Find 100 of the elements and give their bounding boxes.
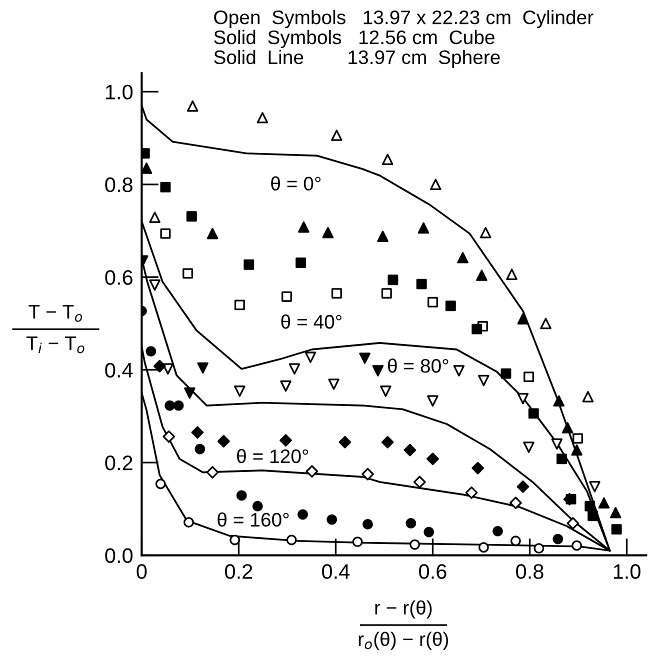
point xyxy=(426,452,439,466)
point xyxy=(457,252,468,264)
point xyxy=(338,436,352,448)
point xyxy=(359,352,370,364)
point xyxy=(472,324,482,334)
point xyxy=(553,395,564,407)
point xyxy=(362,518,373,530)
x-tick-label: 0 xyxy=(136,564,147,579)
point xyxy=(191,426,204,439)
point xyxy=(184,517,194,528)
point xyxy=(588,510,598,522)
point xyxy=(516,480,530,493)
point xyxy=(476,270,488,281)
point xyxy=(306,465,318,478)
point xyxy=(164,400,176,411)
point xyxy=(478,374,490,386)
point xyxy=(244,259,254,270)
point xyxy=(404,444,416,456)
point xyxy=(197,362,208,374)
point xyxy=(288,363,300,375)
point xyxy=(173,400,184,411)
x-tick-label: 0.8 xyxy=(516,564,544,579)
point xyxy=(352,536,363,548)
point xyxy=(510,536,521,546)
annotation: θ = 120° xyxy=(237,448,308,464)
point xyxy=(517,313,529,324)
point xyxy=(500,368,512,379)
point xyxy=(206,228,218,240)
point xyxy=(413,476,426,488)
text: Open Symbols 13.97 x 22.23 cm Cylinder xyxy=(214,10,594,28)
point xyxy=(492,526,503,536)
point xyxy=(465,486,478,499)
point xyxy=(149,279,160,291)
point xyxy=(509,496,522,510)
point xyxy=(328,378,340,390)
y-tick-label: 0.0 xyxy=(105,548,133,564)
point xyxy=(155,478,166,490)
point xyxy=(611,524,622,535)
y-tick-label: 1.0 xyxy=(106,84,133,100)
point xyxy=(381,436,394,448)
point xyxy=(236,490,247,501)
point xyxy=(610,506,622,518)
point xyxy=(556,454,567,464)
point xyxy=(256,112,268,124)
point xyxy=(572,540,582,551)
point xyxy=(534,543,544,554)
point xyxy=(298,221,310,233)
annotation: θ = 0° xyxy=(271,176,321,191)
text: Solid Line 13.97 cm Sphere xyxy=(214,50,500,68)
point xyxy=(153,360,166,372)
point xyxy=(372,365,384,376)
point xyxy=(424,526,434,538)
point xyxy=(428,296,438,308)
point xyxy=(524,372,534,382)
point xyxy=(572,433,583,444)
annotation: θ = 160° xyxy=(218,512,289,527)
point xyxy=(234,386,246,397)
point xyxy=(146,346,156,357)
point xyxy=(416,278,427,290)
point xyxy=(406,518,416,529)
point xyxy=(184,387,196,399)
point xyxy=(280,380,292,392)
point xyxy=(331,288,342,299)
point xyxy=(589,481,600,492)
text: T − T$_{o}$ T$_{i}$ − T$_{o}$ xyxy=(26,305,84,354)
point xyxy=(453,365,465,376)
x-tick-label: 0.2 xyxy=(225,564,252,579)
point xyxy=(298,509,308,520)
point xyxy=(186,211,197,222)
point xyxy=(480,226,492,238)
point xyxy=(382,154,394,166)
x-tick-label: 1.0 xyxy=(614,564,640,579)
point xyxy=(206,466,219,479)
annotation: θ = 40° xyxy=(281,314,342,329)
point xyxy=(506,268,518,280)
point xyxy=(528,408,539,419)
point xyxy=(286,534,297,546)
point xyxy=(445,300,456,312)
point xyxy=(380,386,392,397)
point xyxy=(523,442,534,453)
y-tick-label: 0.2 xyxy=(105,456,132,470)
y-tick-label: 0.8 xyxy=(105,177,132,192)
point xyxy=(478,542,489,553)
point xyxy=(331,130,342,141)
point xyxy=(160,228,171,239)
point xyxy=(566,517,580,530)
point xyxy=(234,300,245,310)
point xyxy=(418,222,430,234)
point xyxy=(540,318,552,330)
point xyxy=(217,435,230,448)
point xyxy=(381,288,392,299)
x-tick-label: 0.6 xyxy=(419,564,446,579)
point xyxy=(552,534,564,544)
point xyxy=(377,230,388,242)
point xyxy=(388,274,398,286)
y-tick-label: 0.4 xyxy=(105,362,133,378)
point xyxy=(296,258,306,268)
point xyxy=(304,352,316,363)
point xyxy=(598,497,610,509)
point xyxy=(160,182,171,192)
